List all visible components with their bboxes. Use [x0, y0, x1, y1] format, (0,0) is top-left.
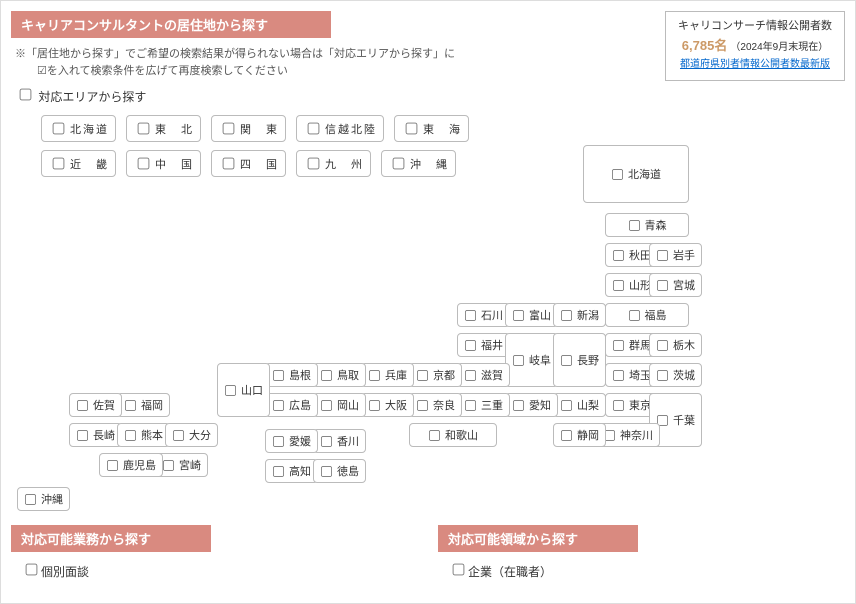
- pref-shiga[interactable]: 滋賀: [457, 363, 510, 387]
- info-asof: （2024年9月末現在）: [730, 42, 828, 53]
- region-shikoku[interactable]: 四 国: [211, 150, 286, 177]
- region-chugoku-cb[interactable]: [138, 158, 150, 170]
- pref-hokkaido[interactable]: 北海道: [583, 145, 689, 203]
- pref-miyagi[interactable]: 宮城: [649, 273, 702, 297]
- pref-osaka[interactable]: 大阪: [361, 393, 414, 417]
- pref-nagano[interactable]: 長野: [553, 333, 606, 387]
- pref-aomori[interactable]: 青森: [605, 213, 689, 237]
- pref-tochigi[interactable]: 栃木: [649, 333, 702, 357]
- pref-shimane[interactable]: 島根: [265, 363, 318, 387]
- pref-hyogo[interactable]: 兵庫: [361, 363, 414, 387]
- pref-oita[interactable]: 大分: [165, 423, 218, 447]
- pref-wakayama[interactable]: 和歌山: [409, 423, 497, 447]
- pref-aichi[interactable]: 愛知: [505, 393, 558, 417]
- region-okinawa[interactable]: 沖 縄: [381, 150, 456, 177]
- area-toggle-row: 対応エリアから探す: [15, 85, 845, 105]
- region-hokkaido[interactable]: 北海道: [41, 115, 116, 142]
- region-shikoku-cb[interactable]: [223, 158, 235, 170]
- service-column: 対応可能業務から探す 個別面談: [11, 525, 418, 580]
- region-kanto-cb[interactable]: [223, 123, 235, 135]
- region-tokai-cb[interactable]: [406, 123, 418, 135]
- region-row-2: 近 畿 中 国 四 国 九 州 沖 縄: [41, 150, 845, 177]
- domain-item-cb[interactable]: [453, 564, 465, 576]
- bottom-row: 対応可能業務から探す 個別面談 対応可能領域から探す 企業（在職者）: [11, 525, 845, 580]
- pref-niigata[interactable]: 新潟: [553, 303, 606, 327]
- pref-fukuoka[interactable]: 福岡: [117, 393, 170, 417]
- domain-item-label[interactable]: 企業（在職者）: [448, 565, 552, 579]
- pref-ehime[interactable]: 愛媛: [265, 429, 318, 453]
- region-tohoku[interactable]: 東 北: [126, 115, 201, 142]
- pref-gifu[interactable]: 岐阜: [505, 333, 558, 387]
- pref-tokushima[interactable]: 徳島: [313, 459, 366, 483]
- top-row: キャリアコンサルタントの居住地から探す ※「居住地から探す」でご希望の検索結果が…: [11, 11, 845, 85]
- region-chugoku[interactable]: 中 国: [126, 150, 201, 177]
- section-title-domain: 対応可能領域から探す: [438, 525, 638, 552]
- pref-kochi[interactable]: 高知: [265, 459, 318, 483]
- left-column: キャリアコンサルタントの居住地から探す ※「居住地から探す」でご希望の検索結果が…: [11, 11, 665, 85]
- region-tohoku-cb[interactable]: [138, 123, 150, 135]
- region-hokkaido-cb[interactable]: [53, 123, 65, 135]
- region-kyushu[interactable]: 九 州: [296, 150, 371, 177]
- pref-kumamoto[interactable]: 熊本: [117, 423, 170, 447]
- region-row-1: 北海道 東 北 関 東 信越北陸 東 海: [41, 115, 845, 142]
- region-shinetsu-cb[interactable]: [308, 123, 320, 135]
- info-label: キャリコンサーチ情報公開者数: [674, 18, 836, 36]
- region-shinetsu[interactable]: 信越北陸: [296, 115, 384, 142]
- pref-hiroshima[interactable]: 広島: [265, 393, 318, 417]
- pref-saga[interactable]: 佐賀: [69, 393, 122, 417]
- info-box: キャリコンサーチ情報公開者数 6,785名 （2024年9月末現在） 都道府県別…: [665, 11, 845, 81]
- section-title-residence: キャリアコンサルタントの居住地から探す: [11, 11, 331, 38]
- region-tokai[interactable]: 東 海: [394, 115, 469, 142]
- pref-yamaguchi[interactable]: 山口: [217, 363, 270, 417]
- pref-nara[interactable]: 奈良: [409, 393, 462, 417]
- pref-fukushima[interactable]: 福島: [605, 303, 689, 327]
- pref-ibaraki[interactable]: 茨城: [649, 363, 702, 387]
- pref-okayama[interactable]: 岡山: [313, 393, 366, 417]
- section-title-service: 対応可能業務から探す: [11, 525, 211, 552]
- pref-toyama[interactable]: 富山: [505, 303, 558, 327]
- area-toggle-text: 対応エリアから探す: [38, 90, 146, 104]
- region-kinki-cb[interactable]: [53, 158, 65, 170]
- area-toggle-label[interactable]: 対応エリアから探す: [15, 90, 146, 104]
- pref-mie[interactable]: 三重: [457, 393, 510, 417]
- search-note: ※「居住地から探す」でご希望の検索結果が得られない場合は「対応エリアから探す」に…: [15, 46, 665, 79]
- pref-nagasaki[interactable]: 長崎: [69, 423, 122, 447]
- domain-item-row: 企業（在職者）: [448, 560, 845, 580]
- pref-tottori[interactable]: 鳥取: [313, 363, 366, 387]
- info-link[interactable]: 都道府県別者情報公開者数最新版: [680, 59, 830, 70]
- service-item-cb[interactable]: [26, 564, 38, 576]
- pref-shizuoka[interactable]: 静岡: [553, 423, 606, 447]
- service-item-label[interactable]: 個別面談: [21, 565, 89, 579]
- prefecture-map: 北海道 青森 秋田 岩手 山形 宮城 福島 石川 富山 新潟 福井 群馬 栃木 …: [11, 185, 845, 515]
- pref-yamanashi[interactable]: 山梨: [553, 393, 606, 417]
- pref-iwate[interactable]: 岩手: [649, 243, 702, 267]
- pref-ishikawa[interactable]: 石川: [457, 303, 510, 327]
- info-count: 6,785名: [682, 38, 728, 53]
- pref-kagawa[interactable]: 香川: [313, 429, 366, 453]
- pref-kagoshima[interactable]: 鹿児島: [99, 453, 163, 477]
- pref-okinawa[interactable]: 沖縄: [17, 487, 70, 511]
- region-kyushu-cb[interactable]: [308, 158, 320, 170]
- domain-column: 対応可能領域から探す 企業（在職者）: [438, 525, 845, 580]
- service-item-row: 個別面談: [21, 560, 418, 580]
- page-root: キャリアコンサルタントの居住地から探す ※「居住地から探す」でご希望の検索結果が…: [0, 0, 856, 604]
- region-okinawa-cb[interactable]: [393, 158, 405, 170]
- region-kinki[interactable]: 近 畿: [41, 150, 116, 177]
- region-kanto[interactable]: 関 東: [211, 115, 286, 142]
- pref-fukui[interactable]: 福井: [457, 333, 510, 357]
- pref-kyoto[interactable]: 京都: [409, 363, 462, 387]
- area-toggle-checkbox[interactable]: [20, 89, 32, 101]
- info-count-row: 6,785名 （2024年9月末現在）: [674, 36, 836, 57]
